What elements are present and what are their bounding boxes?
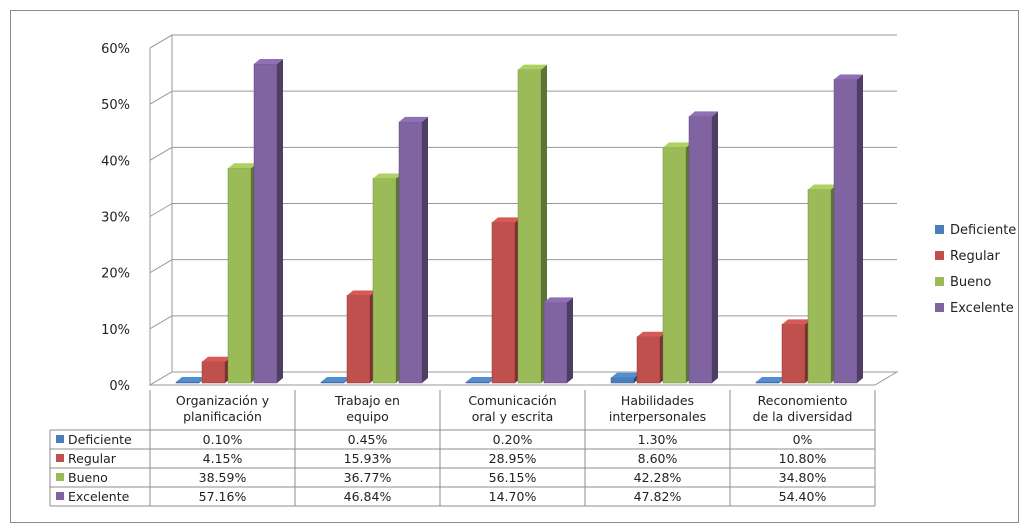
data-cell: 56.15% [489,470,537,485]
data-cell: 10.80% [779,451,827,466]
gridline-side [149,315,173,330]
data-cell: 46.84% [344,489,392,504]
y-tick-label: 50% [101,98,130,113]
bar-bueno-1 [372,173,402,384]
gridline-side [149,259,173,274]
bar-regular-0 [201,356,231,384]
y-axis: 0% 10% 20% 30% 40% 50% 60% [101,42,151,394]
data-cell: 0.20% [493,432,533,447]
y-tick-label: 20% [101,267,130,282]
bar-excelente-2 [543,297,573,384]
bar-bueno-3 [662,142,692,384]
y-tick-label: 0% [109,379,130,394]
bar-bueno-4 [807,184,837,384]
data-cell: 42.28% [634,470,682,485]
legend-label: Bueno [950,275,991,290]
gridline-side [149,34,173,49]
category-label: Habilidades [621,393,694,408]
category-label: Organización y [176,393,270,408]
bar-regular-3 [636,331,666,384]
category-label: planificación [183,409,262,424]
category-label: Comunicación [468,393,556,408]
category-label: Reconomiento [758,393,848,408]
legend-swatch-deficiente [935,225,944,234]
data-cell: 1.30% [638,432,678,447]
bar-deficiente-3 [610,372,640,384]
category-label: interpersonales [609,409,706,424]
y-tick-label: 40% [101,154,130,169]
y-tick-label: 10% [101,323,130,338]
legend-swatch-bueno [935,277,944,286]
category-label: de la diversidad [753,409,853,424]
category-label: Trabajo en [334,393,400,408]
row-label: Excelente [68,489,130,504]
data-cell: 28.95% [489,451,537,466]
gridline-side [149,203,173,217]
legend-swatch-excelente [935,303,944,312]
y-tick-label: 60% [101,42,130,57]
data-cell: 34.80% [779,470,827,485]
category-label: equipo [346,409,389,424]
legend-label: Deficiente [950,223,1016,238]
data-cell: 47.82% [634,489,682,504]
category-label: oral y escrita [472,409,554,424]
data-cell: 14.70% [489,489,537,504]
data-cell: 15.93% [344,451,392,466]
bar-deficiente-2 [465,377,495,384]
bar-excelente-3 [688,111,718,384]
legend-label: Excelente [950,301,1014,316]
bar-excelente-4 [833,74,863,384]
gridline-side [149,90,173,105]
data-cell: 8.60% [638,451,678,466]
row-label: Deficiente [68,432,132,447]
data-cell: 36.77% [344,470,392,485]
bar-regular-2 [491,217,521,384]
data-cell: 4.15% [203,451,243,466]
data-cell: 0% [793,432,813,447]
data-cell: 0.10% [203,432,243,447]
bar-regular-4 [781,319,811,384]
legend: Deficiente Regular Bueno Excelente [935,223,1016,316]
row-label: Bueno [68,470,108,485]
legend-label: Regular [950,249,1001,264]
gridline-side [149,146,173,161]
bar-excelente-1 [398,116,428,384]
bar-excelente-0 [253,58,283,384]
data-cell: 54.40% [779,489,827,504]
legend-swatch-regular [935,251,944,260]
bar-bueno-0 [227,163,257,384]
row-key-excelente [56,492,64,500]
data-cell: 57.16% [199,489,247,504]
data-cell: 0.45% [348,432,388,447]
y-tick-label: 30% [101,211,130,226]
row-key-bueno [56,473,64,481]
row-key-regular [56,454,64,462]
data-cell: 38.59% [199,470,247,485]
bar-bueno-2 [517,64,547,384]
row-key-deficiente [56,435,64,443]
bars [175,58,863,384]
bar-regular-1 [346,290,376,384]
row-label: Regular [68,451,117,466]
